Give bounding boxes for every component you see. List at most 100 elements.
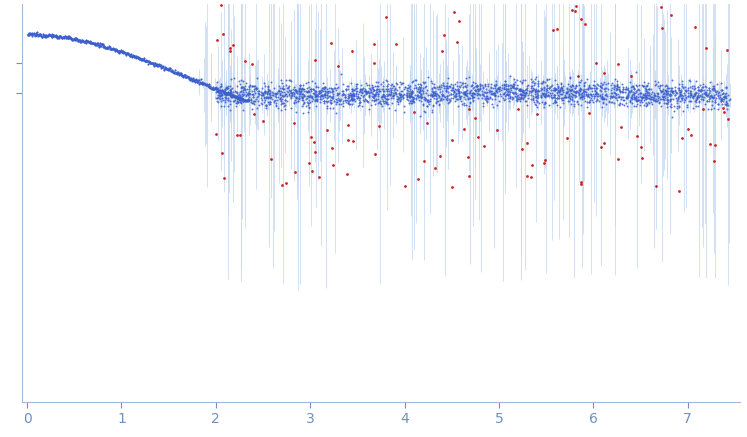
Point: [311, 95, 323, 102]
Point: [480, 94, 492, 101]
Point: [352, 103, 364, 110]
Point: [480, 83, 492, 90]
Point: [114, 48, 125, 55]
Point: [613, 86, 624, 93]
Point: [285, 76, 297, 83]
Point: [214, 1, 226, 8]
Point: [594, 87, 606, 94]
Point: [231, 83, 243, 90]
Point: [639, 85, 651, 92]
Point: [269, 90, 281, 97]
Point: [204, 82, 216, 89]
Point: [59, 32, 71, 39]
Point: [323, 84, 335, 91]
Point: [190, 75, 202, 82]
Point: [65, 35, 77, 42]
Point: [720, 99, 732, 106]
Point: [234, 94, 246, 101]
Point: [537, 90, 549, 97]
Point: [374, 99, 385, 106]
Point: [305, 88, 317, 95]
Point: [599, 84, 611, 91]
Point: [165, 68, 177, 75]
Point: [302, 87, 314, 94]
Point: [655, 88, 667, 95]
Point: [296, 85, 308, 92]
Point: [302, 79, 314, 86]
Point: [215, 83, 227, 90]
Point: [271, 90, 283, 97]
Point: [310, 91, 322, 98]
Point: [125, 52, 137, 59]
Point: [412, 85, 424, 92]
Point: [669, 88, 681, 95]
Point: [701, 88, 713, 95]
Point: [270, 100, 282, 107]
Point: [517, 87, 529, 94]
Point: [403, 85, 415, 92]
Point: [225, 92, 237, 99]
Point: [243, 83, 255, 90]
Point: [245, 99, 257, 106]
Point: [221, 84, 233, 91]
Point: [218, 90, 230, 97]
Point: [277, 85, 289, 92]
Point: [718, 95, 730, 102]
Point: [703, 97, 715, 104]
Point: [326, 94, 338, 101]
Point: [502, 85, 514, 92]
Point: [236, 93, 248, 100]
Point: [569, 89, 581, 96]
Point: [397, 92, 409, 99]
Point: [628, 94, 640, 101]
Point: [344, 93, 356, 100]
Point: [258, 82, 270, 89]
Point: [421, 103, 433, 110]
Point: [247, 94, 259, 101]
Point: [704, 79, 716, 86]
Point: [256, 90, 268, 97]
Point: [350, 87, 362, 94]
Point: [684, 91, 696, 98]
Point: [146, 59, 158, 66]
Point: [347, 94, 359, 101]
Point: [625, 87, 637, 94]
Point: [504, 85, 516, 92]
Point: [168, 68, 180, 75]
Point: [309, 90, 320, 97]
Point: [306, 94, 317, 101]
Point: [311, 97, 323, 104]
Point: [407, 94, 419, 101]
Point: [391, 97, 403, 104]
Point: [247, 100, 258, 107]
Point: [43, 31, 55, 38]
Point: [625, 87, 637, 94]
Point: [296, 102, 308, 109]
Point: [64, 35, 76, 42]
Point: [636, 94, 648, 101]
Point: [459, 89, 471, 96]
Point: [217, 97, 229, 104]
Point: [273, 88, 285, 95]
Point: [488, 90, 500, 97]
Point: [374, 100, 386, 107]
Point: [229, 92, 241, 99]
Point: [582, 91, 594, 98]
Point: [418, 84, 430, 91]
Point: [542, 86, 554, 93]
Point: [347, 89, 359, 96]
Point: [178, 71, 190, 78]
Point: [231, 94, 243, 101]
Point: [332, 91, 344, 98]
Point: [431, 84, 443, 91]
Point: [585, 85, 597, 92]
Point: [711, 81, 723, 88]
Point: [333, 97, 345, 104]
Point: [582, 86, 594, 93]
Point: [637, 82, 649, 89]
Point: [568, 84, 580, 91]
Point: [405, 99, 417, 106]
Point: [385, 86, 397, 93]
Point: [669, 91, 681, 98]
Point: [555, 85, 567, 92]
